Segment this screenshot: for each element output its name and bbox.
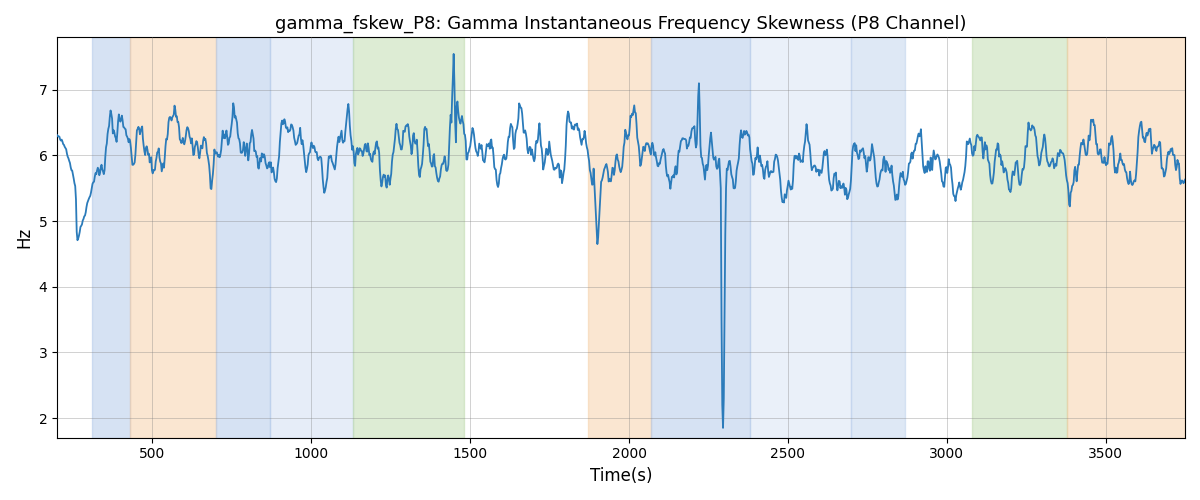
Bar: [92, 38, 131, 438]
Bar: [750, 38, 852, 438]
Bar: [270, 38, 353, 438]
Bar: [652, 38, 750, 438]
Bar: [588, 38, 652, 438]
Bar: [353, 38, 464, 438]
Bar: [131, 38, 216, 438]
X-axis label: Time(s): Time(s): [590, 467, 653, 485]
Bar: [216, 38, 270, 438]
Bar: [1068, 38, 1186, 438]
Bar: [972, 38, 1068, 438]
Bar: [852, 38, 906, 438]
Y-axis label: Hz: Hz: [16, 227, 34, 248]
Title: gamma_fskew_P8: Gamma Instantaneous Frequency Skewness (P8 Channel): gamma_fskew_P8: Gamma Instantaneous Freq…: [275, 15, 967, 34]
